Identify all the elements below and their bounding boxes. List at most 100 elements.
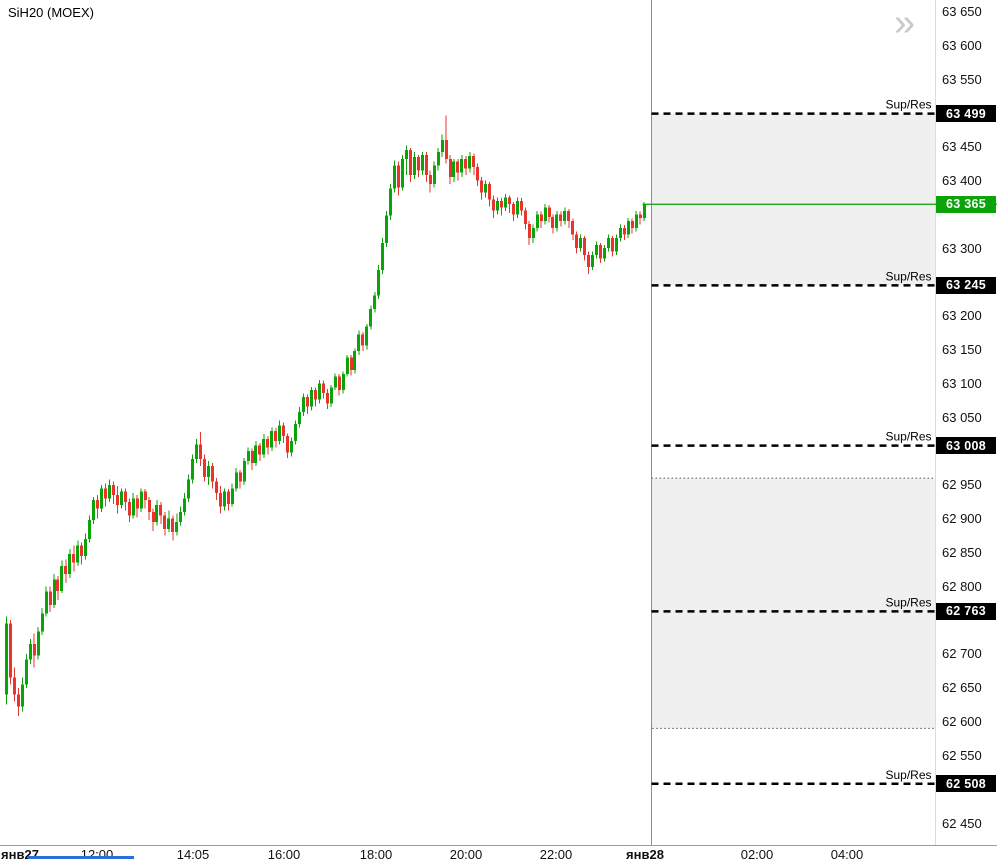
candle <box>583 236 586 261</box>
candle <box>96 495 99 519</box>
supres-zone <box>651 113 936 286</box>
candle <box>191 454 194 484</box>
candle <box>152 508 155 531</box>
candle-body <box>619 227 622 239</box>
candle <box>235 467 238 492</box>
candle-body <box>425 154 428 176</box>
candle-body <box>607 238 610 249</box>
candle <box>643 202 646 222</box>
candle-body <box>306 396 309 407</box>
candle <box>409 148 412 182</box>
candle-body <box>548 207 551 218</box>
candle <box>33 633 36 668</box>
candle <box>551 214 554 234</box>
candle <box>104 483 107 507</box>
candle-body <box>270 430 273 448</box>
candle-body <box>21 684 24 707</box>
candle-body <box>37 631 40 656</box>
candle <box>9 620 12 685</box>
candle-body <box>635 214 638 228</box>
candle-body <box>429 175 432 184</box>
candle <box>528 221 531 245</box>
candle-body <box>330 387 333 404</box>
candle <box>338 373 341 396</box>
candle-body <box>223 491 226 507</box>
candle-body <box>136 498 139 509</box>
candle <box>159 501 162 525</box>
candle-body <box>389 188 392 216</box>
candle-body <box>643 204 646 218</box>
candle-body <box>603 248 606 259</box>
candle-body <box>516 200 519 215</box>
candle <box>120 488 123 509</box>
candle <box>171 515 174 541</box>
candle-body <box>5 623 8 695</box>
price-tick-label: 63 600 <box>942 37 982 53</box>
candle-body <box>140 491 143 509</box>
candle <box>314 387 317 407</box>
candle-body <box>353 350 356 370</box>
candle <box>298 407 301 428</box>
candle <box>496 197 499 215</box>
candle <box>357 330 360 356</box>
candle <box>361 332 364 351</box>
candle-body <box>595 244 598 255</box>
candle <box>365 323 368 350</box>
candle <box>148 497 151 521</box>
time-axis[interactable]: янв27 12:00 14:05 16:00 18:00 20:00 22:00 янв28… <box>0 845 997 859</box>
time-tick-label: 04:00 <box>830 847 864 859</box>
price-tick-label: 63 650 <box>942 4 982 19</box>
candle <box>421 152 424 176</box>
candle-body <box>175 522 178 533</box>
candle <box>223 488 226 511</box>
candle-body <box>243 461 246 482</box>
price-axis[interactable]: 63 650 63 600 63 550 63 450 63 400 63 300 63 2… <box>936 0 997 845</box>
time-tick-label: 20:00 <box>449 847 483 859</box>
time-tick-label: 18:00 <box>359 847 393 859</box>
candle-body <box>116 495 119 506</box>
candle-body <box>579 238 582 249</box>
candle-body <box>611 238 614 252</box>
candle-body <box>615 238 618 252</box>
candle-body <box>464 158 467 169</box>
price-tick-label: 63 150 <box>942 342 982 358</box>
candle-body <box>227 491 230 504</box>
candle <box>385 210 388 247</box>
candle-body <box>53 579 56 606</box>
candle-body <box>314 390 317 400</box>
candle <box>326 388 329 410</box>
candle <box>353 348 356 374</box>
scrollbar-selection[interactable] <box>28 856 134 859</box>
time-tick-label: янв28 <box>626 847 664 859</box>
candlestick-series <box>5 115 646 717</box>
candle <box>452 158 455 182</box>
candle <box>623 225 626 241</box>
candle <box>520 198 523 216</box>
supres-level-caption: Sup/Res <box>885 269 931 283</box>
candle <box>548 204 551 223</box>
candle <box>243 457 246 485</box>
candle <box>282 422 285 443</box>
candle-body <box>298 411 301 425</box>
candle <box>215 478 218 500</box>
candle <box>460 154 463 178</box>
candle-body <box>381 242 384 270</box>
candle <box>492 195 495 218</box>
collapse-panel-icon[interactable]: » <box>894 2 915 44</box>
candle-body <box>369 309 372 327</box>
candle-body <box>171 518 174 533</box>
candle <box>619 224 622 242</box>
candle-body <box>567 210 570 222</box>
candle <box>318 380 321 404</box>
candle-body <box>92 499 95 521</box>
candle-body <box>536 214 539 228</box>
candle <box>187 474 190 502</box>
candle <box>500 198 503 216</box>
candle <box>108 479 111 502</box>
candle <box>203 454 206 482</box>
candle <box>559 211 562 227</box>
candle <box>504 194 507 211</box>
candle-body <box>532 227 535 239</box>
